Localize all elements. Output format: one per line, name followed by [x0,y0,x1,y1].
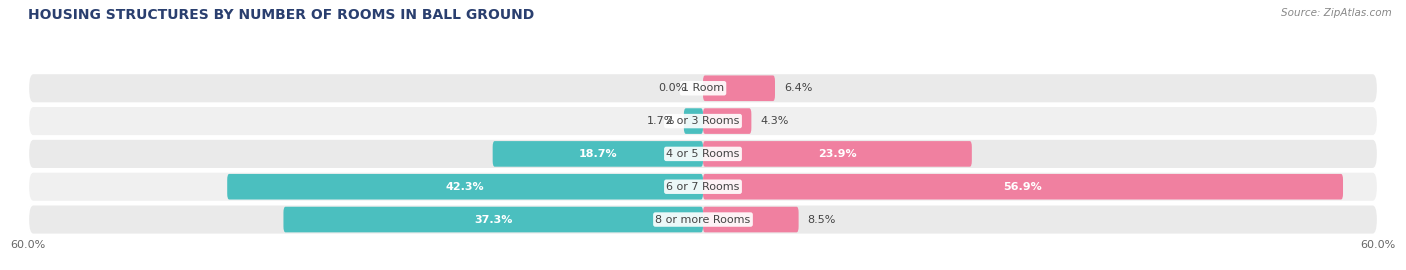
Text: 4.3%: 4.3% [761,116,789,126]
Text: HOUSING STRUCTURES BY NUMBER OF ROOMS IN BALL GROUND: HOUSING STRUCTURES BY NUMBER OF ROOMS IN… [28,8,534,22]
FancyBboxPatch shape [28,172,1378,202]
Text: 23.9%: 23.9% [818,149,856,159]
Text: 56.9%: 56.9% [1004,182,1042,192]
FancyBboxPatch shape [703,75,775,101]
Text: 4 or 5 Rooms: 4 or 5 Rooms [666,149,740,159]
Text: 42.3%: 42.3% [446,182,485,192]
Text: 6.4%: 6.4% [785,83,813,93]
Text: 1 Room: 1 Room [682,83,724,93]
FancyBboxPatch shape [28,73,1378,103]
FancyBboxPatch shape [28,139,1378,169]
FancyBboxPatch shape [284,207,703,232]
Text: Source: ZipAtlas.com: Source: ZipAtlas.com [1281,8,1392,18]
FancyBboxPatch shape [28,204,1378,235]
FancyBboxPatch shape [228,174,703,200]
Text: 6 or 7 Rooms: 6 or 7 Rooms [666,182,740,192]
Text: 2 or 3 Rooms: 2 or 3 Rooms [666,116,740,126]
FancyBboxPatch shape [492,141,703,167]
FancyBboxPatch shape [703,207,799,232]
FancyBboxPatch shape [683,108,703,134]
Text: 37.3%: 37.3% [474,215,512,225]
FancyBboxPatch shape [703,141,972,167]
FancyBboxPatch shape [703,108,751,134]
Text: 8 or more Rooms: 8 or more Rooms [655,215,751,225]
FancyBboxPatch shape [28,106,1378,136]
Text: 0.0%: 0.0% [658,83,686,93]
Text: 8.5%: 8.5% [807,215,837,225]
FancyBboxPatch shape [703,174,1343,200]
Text: 18.7%: 18.7% [578,149,617,159]
Text: 1.7%: 1.7% [647,116,675,126]
